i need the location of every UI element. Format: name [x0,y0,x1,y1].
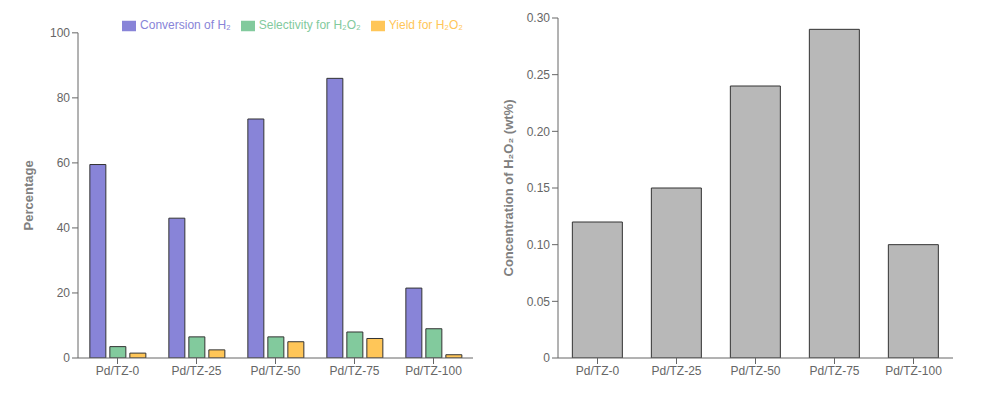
svg-text:0.10: 0.10 [527,238,551,252]
svg-text:0.25: 0.25 [527,68,551,82]
svg-text:Pd/TZ-50: Pd/TZ-50 [250,364,300,378]
svg-text:40: 40 [57,221,71,235]
svg-text:Pd/TZ-50: Pd/TZ-50 [730,364,780,378]
svg-text:Pd/TZ-75: Pd/TZ-75 [809,364,859,378]
svg-text:Pd/TZ-0: Pd/TZ-0 [576,364,620,378]
svg-text:80: 80 [57,91,71,105]
html-text:Selectivity for H₂O₂: Selectivity for H₂O₂ [258,18,361,32]
svg-text:Pd/TZ-100: Pd/TZ-100 [405,364,462,378]
html-text:Yield for H₂O₂: Yield for H₂O₂ [388,18,463,32]
svg-text:0.30: 0.30 [527,11,551,25]
svg-text:0: 0 [63,351,70,365]
svg-text:Pd/TZ-100: Pd/TZ-100 [885,364,942,378]
svg-text:Pd/TZ-75: Pd/TZ-75 [329,364,379,378]
html-text:Conversion of H₂: Conversion of H₂ [140,18,231,32]
svg-text:0: 0 [543,351,550,365]
svg-text:60: 60 [57,156,71,170]
svg-text:0.05: 0.05 [527,295,551,309]
svg-text:100: 100 [50,26,70,40]
svg-text:Pd/TZ-25: Pd/TZ-25 [171,364,221,378]
svg-text:Concentration of H₂O₂ (wt%): Concentration of H₂O₂ (wt%) [501,100,516,277]
svg-text:Percentage: Percentage [21,160,36,230]
svg-text:0.15: 0.15 [527,181,551,195]
svg-text:Pd/TZ-25: Pd/TZ-25 [651,364,701,378]
svg-text:0.20: 0.20 [527,125,551,139]
svg-text:20: 20 [57,286,71,300]
svg-text:Pd/TZ-0: Pd/TZ-0 [96,364,140,378]
